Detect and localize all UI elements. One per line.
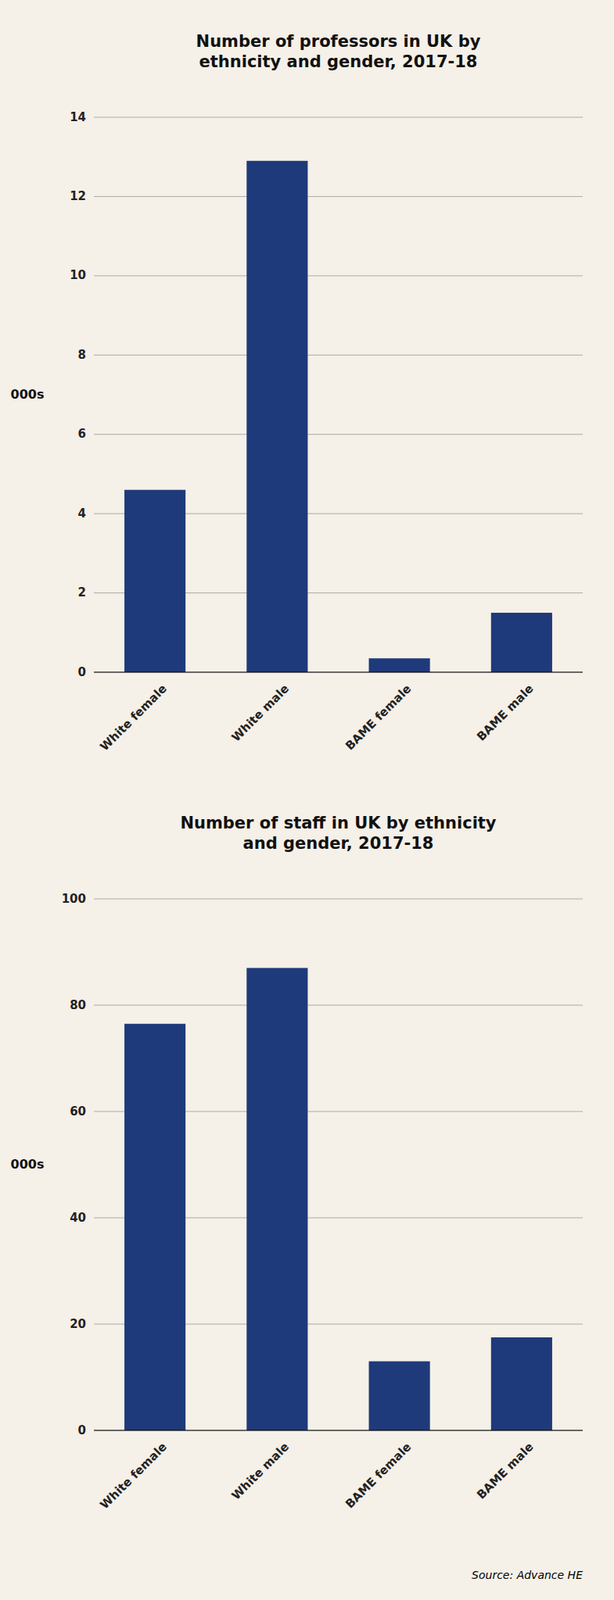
x-axis-line: [93, 672, 583, 674]
bar: [491, 1338, 553, 1432]
grid-line: [93, 355, 583, 356]
chart: Number of staff in UK by ethnicityand ge…: [10, 814, 584, 1583]
bar: [491, 613, 553, 673]
bar: [124, 490, 186, 673]
x-tick-label: BAME female: [342, 1440, 414, 1512]
grid-line: [93, 1431, 583, 1433]
background: [0, 0, 614, 1600]
y-axis-label: 000s: [10, 387, 45, 403]
y-tick-label: 14: [69, 110, 87, 125]
grid-line: [93, 434, 583, 435]
y-tick-label: 0: [78, 1424, 87, 1439]
figure: Number of professors in UK byethnicity a…: [0, 0, 614, 1600]
title: Number of professors in UK byethnicity a…: [196, 32, 482, 72]
x-tick-label: White male: [229, 1440, 293, 1505]
title-line: Number of professors in UK by: [196, 32, 482, 51]
y-tick-label: 0: [78, 665, 87, 680]
y-tick-label: 20: [69, 1317, 87, 1333]
y-tick-label: 8: [78, 348, 87, 363]
x-tick-label: BAME male: [473, 1440, 537, 1504]
x-axis-line: [93, 1431, 583, 1433]
y-tick-label: 4: [78, 506, 87, 521]
grid-line: [93, 117, 583, 119]
grid-line: [93, 1005, 583, 1007]
bar: [369, 658, 431, 673]
y-tick-label: 100: [61, 892, 87, 907]
x-tick-label: White female: [96, 1440, 169, 1513]
title-line: ethnicity and gender, 2017-18: [199, 52, 478, 72]
x-tick-label: White female: [96, 682, 169, 755]
x-tick-label: White male: [229, 682, 293, 746]
title: Number of staff in UK by ethnicityand ge…: [179, 814, 496, 854]
title-line: Number of staff in UK by ethnicity: [179, 814, 496, 834]
y-tick-label: 10: [69, 268, 87, 283]
x-tick-label: BAME female: [342, 682, 414, 754]
source-note: Source: Advance HE: [471, 1569, 583, 1583]
bar: [246, 161, 308, 673]
grid-line: [93, 899, 583, 901]
grid-line: [93, 196, 583, 198]
bar: [124, 1024, 186, 1432]
y-tick-label: 6: [78, 427, 87, 442]
grid-line: [93, 672, 583, 674]
x-tick-label: BAME male: [473, 682, 537, 745]
bar: [369, 1362, 431, 1432]
y-axis-label: 000s: [10, 1157, 45, 1173]
y-tick-label: 40: [69, 1211, 87, 1226]
y-tick-label: 80: [69, 998, 87, 1013]
bars: [124, 968, 553, 1432]
y-tick-label: 12: [69, 189, 87, 204]
title-line: and gender, 2017-18: [243, 834, 435, 854]
chart: Number of professors in UK byethnicity a…: [10, 32, 583, 755]
bar: [246, 968, 308, 1432]
grid-line: [93, 275, 583, 277]
bars: [124, 161, 553, 673]
y-tick-label: 60: [69, 1105, 87, 1120]
y-tick-label: 2: [78, 585, 87, 600]
